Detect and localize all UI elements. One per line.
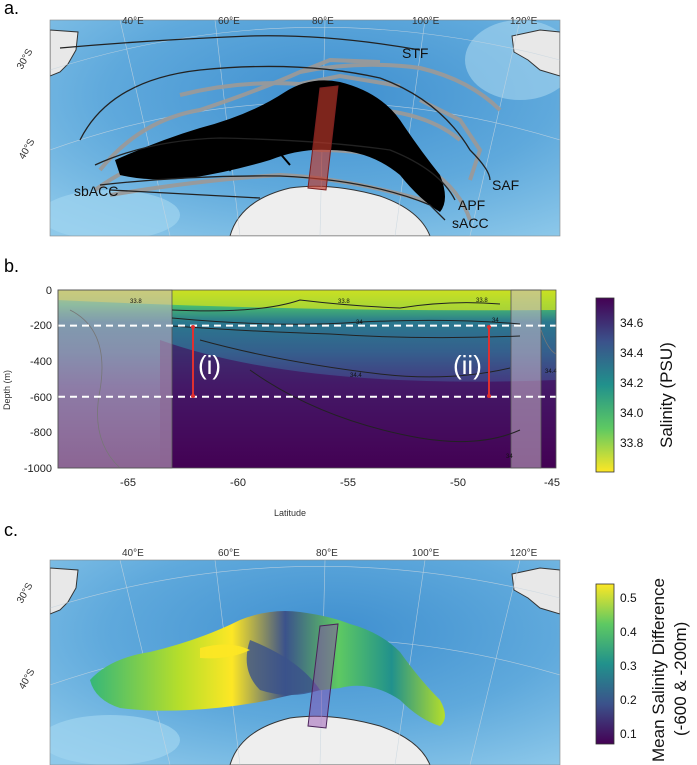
lat-tick-65: -65: [120, 477, 136, 489]
africa-landmass: [50, 29, 79, 77]
difference-colorbar-title-line1: Mean Salinity Difference: [649, 578, 668, 762]
africa-landmass-c: [50, 567, 79, 615]
region-label-ii: (ii): [453, 350, 482, 380]
contour-label-4: 34: [356, 320, 363, 326]
lat-label-30s: 30°S: [15, 47, 36, 72]
depth-axis-title: Depth (m): [2, 370, 12, 410]
front-label-sacc: sACC: [452, 215, 489, 231]
contour-label-8: 34: [506, 454, 513, 460]
contour-label-7: 34.4: [545, 369, 557, 375]
cb-b-tick-2: 34.4: [620, 346, 644, 360]
lon-label-c-120e: 120°E: [510, 548, 538, 559]
excluded-region-right: [510, 289, 542, 469]
lat-label-c-30s: 30°S: [15, 581, 36, 606]
difference-colorbar: [595, 583, 615, 745]
cb-c-tick-5: 0.1: [620, 727, 637, 741]
depth-tick-0: 0: [46, 285, 52, 297]
depth-tick-200: -200: [30, 320, 52, 332]
salinity-colorbar: [595, 297, 615, 473]
panel-a-letter: a.: [4, 0, 20, 18]
contour-label-6: 34.4: [350, 373, 362, 379]
antarctica-landmass: [229, 185, 431, 236]
lon-label-c-80e: 80°E: [316, 548, 338, 559]
contour-label-5: 34: [492, 318, 499, 324]
map-panel-a: 40°E 60°E 80°E 100°E 120°E 30°S 40°S STF…: [15, 16, 561, 237]
contour-label-1: 33.8: [130, 299, 142, 305]
float-tracks: [115, 80, 445, 212]
fronts-lines: [59, 35, 491, 221]
front-sbacc: [109, 189, 261, 199]
contour-label-3: 33.8: [476, 298, 488, 304]
cb-b-tick-1: 34.6: [620, 316, 644, 330]
lon-label-c-60e: 60°E: [218, 548, 240, 559]
cb-c-tick-2: 0.4: [620, 625, 637, 639]
panel-b-letter: b.: [4, 256, 20, 276]
australia-landmass: [511, 29, 560, 77]
lon-label-100e: 100°E: [412, 16, 440, 27]
front-label-apf: APF: [458, 197, 485, 213]
lon-label-c-40e: 40°E: [122, 548, 144, 559]
lat-tick-55: -55: [340, 477, 356, 489]
depth-tick-600: -600: [30, 392, 52, 404]
cb-b-tick-3: 34.2: [620, 376, 644, 390]
depth-tick-400: -400: [30, 356, 52, 368]
antarctica-landmass-c: [229, 715, 431, 765]
lon-label-40e: 40°E: [122, 16, 144, 27]
map-panel-c: 40°E 60°E 80°E 100°E 120°E 30°S 40°S 0.5…: [15, 548, 690, 765]
australia-landmass-c: [511, 567, 560, 615]
lat-tick-60: -60: [230, 477, 246, 489]
front-saf: [79, 65, 491, 181]
front-label-sbacc: sbACC: [74, 183, 118, 199]
cb-c-tick-3: 0.3: [620, 659, 637, 673]
transect-box: [307, 85, 339, 191]
difference-colorbar-title-line2: (-600 & -200m): [671, 622, 690, 736]
front-apf: [94, 137, 456, 201]
lon-label-120e: 120°E: [510, 16, 538, 27]
cb-b-tick-5: 33.8: [620, 436, 644, 450]
lat-label-40s: 40°S: [17, 137, 38, 162]
lat-tick-45: -45: [544, 477, 560, 489]
salinity-section: 33.8 33.8 33.8 34 34 34.4 34.4 34 (i) (i…: [2, 285, 676, 518]
panel-c-letter: c.: [4, 520, 19, 540]
depth-tick-800: -800: [30, 427, 52, 439]
front-label-stf: STF: [402, 45, 428, 61]
lon-label-60e: 60°E: [218, 16, 240, 27]
depth-tick-1000: -1000: [24, 463, 52, 475]
front-sacc: [99, 175, 446, 221]
transect-box-c: [307, 623, 339, 729]
latitude-axis-title: Latitude: [274, 508, 306, 518]
front-label-saf: SAF: [492, 177, 519, 193]
region-label-i: (i): [198, 350, 221, 380]
salinity-colorbar-title: Salinity (PSU): [657, 342, 676, 448]
contour-label-2: 33.8: [338, 299, 350, 305]
lat-tick-50: -50: [450, 477, 466, 489]
lat-label-c-40s: 40°S: [17, 667, 38, 692]
lon-label-80e: 80°E: [312, 16, 334, 27]
lon-label-c-100e: 100°E: [412, 548, 440, 559]
front-stf: [59, 35, 421, 51]
cb-c-tick-1: 0.5: [620, 591, 637, 605]
cb-c-tick-4: 0.2: [620, 693, 637, 707]
excluded-region-left: [57, 289, 173, 469]
cb-b-tick-4: 34.0: [620, 406, 644, 420]
